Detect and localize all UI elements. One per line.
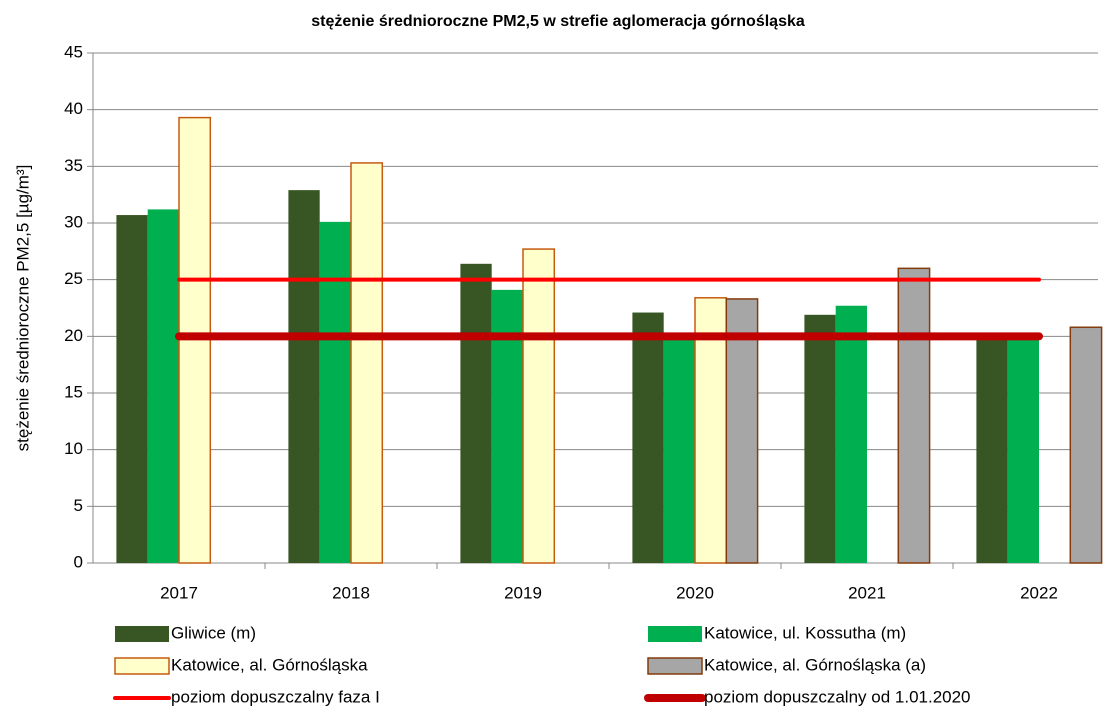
bar bbox=[1069, 326, 1103, 564]
legend-swatch bbox=[647, 657, 703, 675]
bar bbox=[491, 289, 523, 563]
bar bbox=[522, 248, 556, 564]
bar bbox=[835, 305, 867, 563]
bar bbox=[116, 215, 148, 564]
bar bbox=[632, 312, 664, 563]
x-tick-label: 2020 bbox=[676, 583, 714, 602]
bar bbox=[319, 221, 351, 563]
legend-label: Katowice, al. Górnośląska (a) bbox=[704, 655, 926, 674]
legend-label: Katowice, al. Górnośląska bbox=[171, 655, 368, 674]
legend-label: Gliwice (m) bbox=[171, 623, 256, 642]
legend-swatch bbox=[114, 657, 170, 675]
bar bbox=[897, 267, 931, 564]
bar bbox=[350, 162, 384, 564]
y-tick-label: 15 bbox=[64, 382, 83, 401]
legend-swatch bbox=[115, 626, 169, 642]
legend-label: Katowice, ul. Kossutha (m) bbox=[704, 623, 906, 642]
x-tick-label: 2022 bbox=[1020, 583, 1058, 602]
y-tick-label: 20 bbox=[64, 326, 83, 345]
x-tick-label: 2021 bbox=[848, 583, 886, 602]
x-tick-label: 2017 bbox=[160, 583, 198, 602]
bar bbox=[147, 209, 179, 563]
bar bbox=[976, 336, 1008, 563]
chart-title: stężenie średnioroczne PM2,5 w strefie a… bbox=[311, 13, 805, 30]
bar bbox=[725, 298, 759, 564]
bar bbox=[663, 336, 695, 563]
legend-swatch bbox=[648, 626, 702, 642]
y-tick-label: 40 bbox=[64, 99, 83, 118]
y-axis-label: stężenie średnioroczne PM2,5 [µg/m³] bbox=[13, 165, 32, 452]
y-tick-label: 0 bbox=[74, 552, 83, 571]
y-tick-label: 25 bbox=[64, 269, 83, 288]
y-tick-label: 5 bbox=[74, 496, 83, 515]
y-tick-label: 45 bbox=[64, 42, 83, 61]
x-tick-label: 2019 bbox=[504, 583, 542, 602]
bar bbox=[1007, 336, 1039, 563]
bar bbox=[288, 190, 320, 563]
y-tick-label: 35 bbox=[64, 156, 83, 175]
legend-label: poziom dopuszczalny faza I bbox=[171, 687, 380, 706]
y-tick-label: 30 bbox=[64, 212, 83, 231]
y-tick-label: 10 bbox=[64, 439, 83, 458]
legend-label: poziom dopuszczalny od 1.01.2020 bbox=[704, 687, 971, 706]
x-tick-label: 2018 bbox=[332, 583, 370, 602]
bar bbox=[460, 263, 492, 563]
bar bbox=[804, 314, 836, 563]
